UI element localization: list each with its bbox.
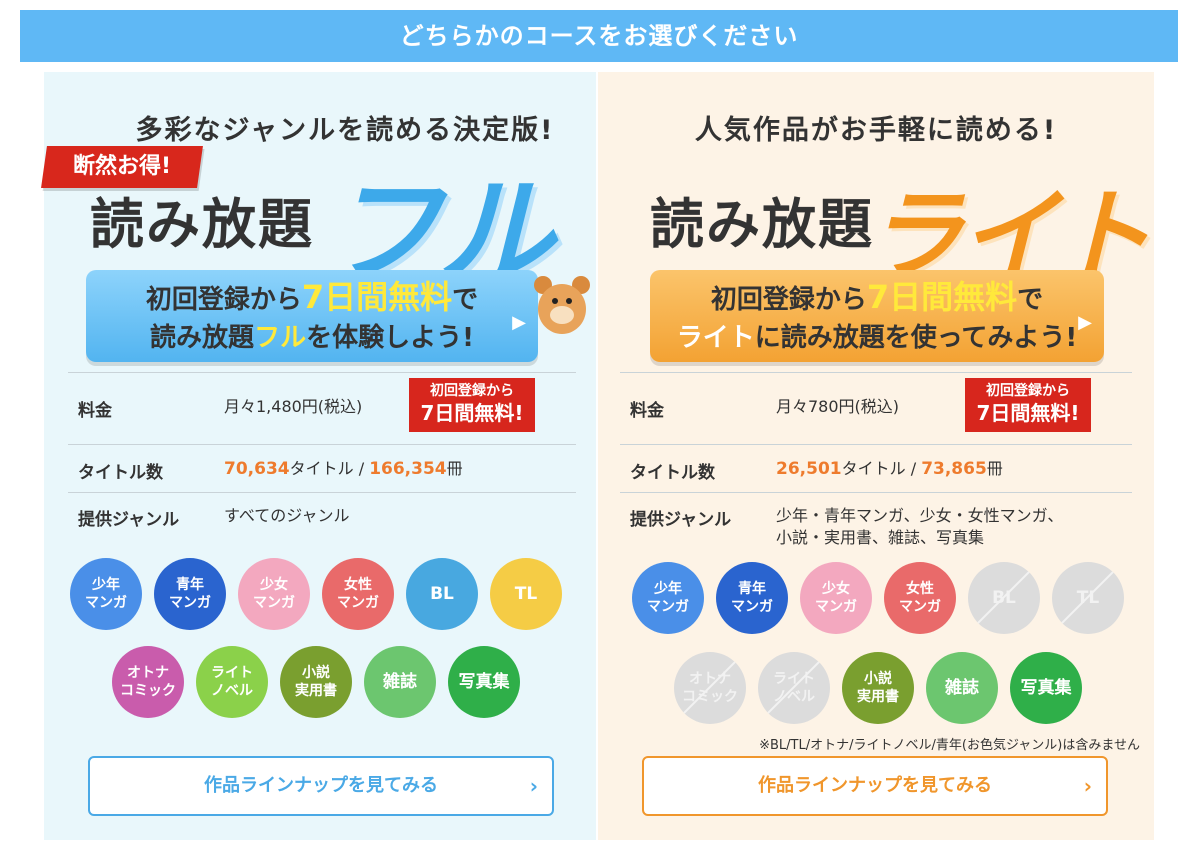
free-trial-badge: 初回登録から 7日間無料! [409, 378, 535, 432]
cta-text: を体験しよう! [306, 323, 474, 353]
full-plan-info-table: 料金 月々1,480円(税込) 初回登録から 7日間無料! タイトル数 70,6… [68, 372, 576, 552]
genre-badge: 雑誌 [364, 646, 436, 718]
badge-line1: 初回登録から [986, 383, 1070, 399]
badge-line2: 7日間無料! [976, 401, 1080, 425]
genre-badge: 少年 マンガ [70, 558, 142, 630]
bear-mascot-icon [534, 276, 590, 338]
genre-badge: 小説 実用書 [280, 646, 352, 718]
genre-badge: オトナ コミック [674, 652, 746, 724]
price-label: 料金 [78, 401, 112, 421]
cta-highlight: 7日間無料 [301, 278, 453, 316]
cta-line2: ライトに読み放題を使ってみよう! [650, 319, 1104, 357]
volumes-unit: 冊 [986, 459, 1003, 478]
price-value: 月々1,480円(税込) [224, 397, 363, 416]
chevron-right-icon: › [1083, 774, 1092, 798]
cta-line1: 初回登録から7日間無料で [86, 278, 538, 319]
price-label: 料金 [630, 401, 664, 421]
price-row: 料金 月々780円(税込) 初回登録から 7日間無料! [620, 372, 1132, 444]
lite-plan-info-table: 料金 月々780円(税込) 初回登録から 7日間無料! タイトル数 26,501… [620, 372, 1132, 552]
lite-lineup-button[interactable]: 作品ラインナップを見てみる › [642, 756, 1108, 816]
genre-badge: BL [968, 562, 1040, 634]
cta-highlight: フル [254, 323, 307, 353]
genre-badge: ライト ノベル [758, 652, 830, 724]
genre-badge: 女性 マンガ [322, 558, 394, 630]
titles-unit: タイトル / [841, 459, 917, 478]
genre-badge: 女性 マンガ [884, 562, 956, 634]
genre-badge: 小説 実用書 [842, 652, 914, 724]
genre-badge: TL [490, 558, 562, 630]
titles-unit: タイトル / [289, 459, 365, 478]
lite-trial-cta-button[interactable]: 初回登録から7日間無料で ライトに読み放題を使ってみよう! ▶ [650, 270, 1104, 362]
cta-text: 初回登録から [145, 285, 302, 315]
titles-count: 70,634 [224, 459, 290, 479]
full-plan-title: 読み放題 [90, 193, 314, 256]
course-selection-banner: どちらかのコースをお選びください [20, 10, 1178, 62]
lineup-button-label: 作品ラインナップを見てみる [758, 775, 992, 796]
genre-badge: オトナ コミック [112, 646, 184, 718]
cta-line1: 初回登録から7日間無料で [650, 278, 1104, 319]
title-count-row: タイトル数 26,501タイトル / 73,865冊 [620, 444, 1132, 492]
genre-badge: 写真集 [1010, 652, 1082, 724]
lite-plan-title: 読み放題 [650, 193, 874, 256]
title-count-row: タイトル数 70,634タイトル / 166,354冊 [68, 444, 576, 492]
lineup-button-label: 作品ラインナップを見てみる [204, 775, 438, 796]
genre-badge: 青年 マンガ [716, 562, 788, 634]
cta-text: で [452, 285, 479, 315]
genre-badge: 少年 マンガ [632, 562, 704, 634]
genre-label: 提供ジャンル [78, 510, 180, 530]
genre-value: 少年・青年マンガ、少女・女性マンガ、 小説・実用書、雑誌、写真集 [776, 506, 1064, 547]
free-trial-badge: 初回登録から 7日間無料! [965, 378, 1091, 432]
chevron-right-icon: › [529, 774, 538, 798]
title-count-value: 26,501タイトル / 73,865冊 [776, 458, 1003, 480]
full-lineup-button[interactable]: 作品ラインナップを見てみる › [88, 756, 554, 816]
genre-badge: 写真集 [448, 646, 520, 718]
cta-line2: 読み放題フルを体験しよう! [86, 319, 538, 357]
price-row: 料金 月々1,480円(税込) 初回登録から 7日間無料! [68, 372, 576, 444]
title-count-label: タイトル数 [78, 463, 163, 483]
genre-value: すべてのジャンル [224, 506, 350, 525]
cta-text: で [1017, 285, 1044, 315]
price-value: 月々780円(税込) [776, 397, 900, 416]
genre-badge: 少女 マンガ [800, 562, 872, 634]
title-count-label: タイトル数 [630, 463, 715, 483]
full-plan-panel: 多彩なジャンルを読める決定版! 断然お得! 読み放題 フル 初回登録から7日間無… [41, 72, 596, 840]
full-trial-cta-button[interactable]: 初回登録から7日間無料で 読み放題フルを体験しよう! ▶ [86, 270, 538, 362]
exclusion-note: ※BL/TL/オトナ/ライトノベル/青年(お色気ジャンル)は含みません [759, 738, 1140, 753]
genre-badge: 青年 マンガ [154, 558, 226, 630]
cta-text: に読み放題を使ってみよう! [754, 323, 1078, 353]
cta-text: 読み放題 [150, 323, 255, 353]
volumes-unit: 冊 [446, 459, 463, 478]
badge-line1: 初回登録から [430, 383, 514, 399]
genre-row: 提供ジャンル 少年・青年マンガ、少女・女性マンガ、 小説・実用書、雑誌、写真集 [620, 492, 1132, 552]
cta-highlight: 7日間無料 [866, 278, 1018, 316]
genre-badge: ライト ノベル [196, 646, 268, 718]
cta-highlight: ライト [676, 323, 755, 353]
play-arrow-icon: ▶ [512, 312, 526, 333]
badge-line2: 7日間無料! [420, 401, 524, 425]
full-tagline: 多彩なジャンルを読める決定版! [135, 115, 555, 146]
play-arrow-icon: ▶ [1078, 312, 1092, 333]
genre-badge: 雑誌 [926, 652, 998, 724]
genre-badge: 少女 マンガ [238, 558, 310, 630]
titles-count: 26,501 [776, 459, 842, 479]
genre-row: 提供ジャンル すべてのジャンル [68, 492, 576, 552]
cta-text: 初回登録から [710, 285, 867, 315]
genre-badge: TL [1052, 562, 1124, 634]
genre-label: 提供ジャンル [630, 510, 732, 530]
volumes-count: 166,354 [369, 459, 447, 479]
lite-plan-panel: 人気作品がお手軽に読める! 読み放題 ライト 初回登録から7日間無料で ライトに… [598, 72, 1154, 840]
title-count-value: 70,634タイトル / 166,354冊 [224, 458, 463, 480]
volumes-count: 73,865 [921, 459, 987, 479]
lite-tagline: 人気作品がお手軽に読める! [694, 115, 1058, 146]
genre-badge: BL [406, 558, 478, 630]
